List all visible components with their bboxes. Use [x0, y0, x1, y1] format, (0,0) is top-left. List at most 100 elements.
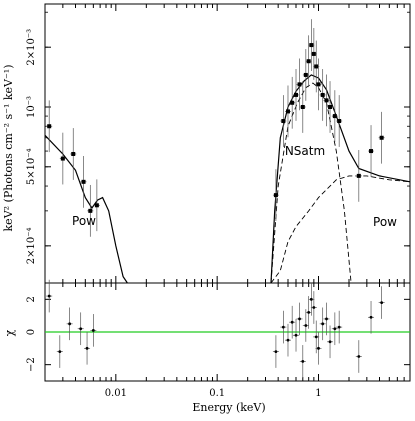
residual-marker — [47, 294, 51, 298]
data-marker — [303, 72, 308, 77]
spectrum-data-point — [336, 95, 343, 147]
residual-point — [284, 323, 291, 357]
data-marker — [356, 173, 361, 178]
annotation-pow-right: Pow — [373, 215, 397, 229]
annotation-pow-left: Pow — [72, 214, 96, 228]
residual-point — [90, 314, 97, 347]
residual-point — [327, 325, 334, 359]
data-marker — [332, 114, 337, 119]
residual-point — [84, 332, 91, 365]
residual-y-tick-label: −2 — [26, 357, 37, 372]
residual-marker — [294, 333, 298, 337]
spectrum-panel: 2×10⁻⁴ 5×10⁻⁴ 10⁻³ 2×10⁻³ Pow NSatm Pow keV… — [2, 3, 411, 284]
residual-marker — [357, 355, 361, 358]
residual-point — [272, 335, 279, 368]
residual-point — [46, 279, 53, 313]
residual-point — [66, 307, 73, 341]
residual-point — [315, 332, 322, 365]
spectrum-data-point — [296, 58, 303, 111]
spectrum-data-point — [310, 28, 317, 80]
residual-y-tick-label: 0 — [26, 329, 37, 335]
residual-point — [310, 291, 317, 324]
residual-marker — [274, 350, 278, 353]
residual-point — [293, 318, 300, 352]
spectrum-data-points — [46, 19, 385, 237]
residual-data-points — [46, 279, 385, 378]
residual-marker — [68, 322, 72, 326]
residual-marker — [286, 338, 290, 342]
spectrum-y-tick-label: 2×10⁻³ — [26, 29, 37, 66]
x-tick-label: 1 — [315, 388, 321, 399]
spectrum-data-point — [272, 169, 279, 222]
spectrum-data-point — [305, 35, 312, 88]
data-marker — [314, 64, 319, 69]
spectrum-data-point — [308, 19, 315, 71]
spectrum-y-tick-label: 5×10⁻⁴ — [26, 148, 37, 185]
residual-y-tick-label: 2 — [26, 296, 37, 302]
spectrum-data-point — [80, 155, 87, 208]
residual-point — [336, 310, 343, 344]
residual-panel: 0.01 0.1 1 −2 0 2 χ Energy (keV) — [3, 279, 411, 414]
spectrum-data-point — [315, 58, 322, 111]
spectrum-y-tick-label: 10⁻³ — [26, 96, 37, 118]
data-marker — [324, 98, 329, 103]
spectrum-plot-frame — [44, 3, 411, 284]
residual-point — [280, 310, 287, 344]
spectrum-data-point — [331, 90, 338, 142]
residual-marker — [304, 324, 308, 327]
residual-marker — [281, 325, 285, 329]
data-marker — [379, 135, 384, 140]
residual-marker — [307, 311, 311, 314]
x-tick-label: 0.01 — [105, 388, 127, 399]
residual-marker — [58, 350, 62, 353]
data-marker — [281, 119, 286, 124]
annotation-nsatm: NSatm — [285, 144, 325, 158]
spectrum-data-point — [93, 179, 100, 232]
residual-point — [305, 296, 312, 329]
spectrum-data-point — [319, 69, 326, 121]
residual-marker — [325, 317, 328, 321]
data-marker — [297, 82, 302, 87]
data-marker — [273, 193, 278, 198]
residual-marker — [79, 327, 83, 331]
residual-marker — [328, 340, 332, 344]
residual-marker — [337, 325, 341, 329]
data-marker — [294, 92, 299, 97]
data-marker — [88, 208, 93, 213]
spectrum-data-point — [87, 184, 94, 237]
spectrum-data-point — [323, 74, 330, 127]
spectrum-data-point — [299, 81, 306, 133]
data-marker — [311, 51, 316, 56]
residual-point — [289, 305, 296, 339]
spectrum-data-point — [280, 95, 287, 147]
residual-point — [302, 309, 309, 342]
residual-point — [355, 340, 362, 373]
spectrum-data-point — [284, 85, 291, 138]
spectrum-y-tick-label: 2×10⁻⁴ — [26, 227, 37, 264]
model-curves — [44, 74, 411, 284]
data-marker — [81, 179, 86, 184]
data-marker — [60, 156, 65, 161]
spectrum-data-point — [46, 100, 53, 153]
model-component-curve — [270, 82, 352, 284]
model-component-curve — [270, 175, 411, 284]
residual-marker — [314, 335, 318, 339]
residual-marker — [85, 346, 89, 350]
residual-marker — [369, 315, 373, 319]
spectrum-data-point — [327, 81, 334, 133]
residual-marker — [298, 317, 301, 321]
residual-point — [323, 302, 330, 336]
residual-marker — [317, 346, 320, 350]
residual-y-axis-label: χ — [3, 329, 16, 336]
data-marker — [316, 82, 321, 87]
residual-ticks: 0.01 0.1 1 −2 0 2 — [26, 283, 411, 399]
data-marker — [328, 104, 333, 109]
residual-marker — [290, 320, 294, 324]
data-marker — [94, 203, 99, 208]
spectrum-data-point — [293, 69, 300, 121]
residual-point — [296, 302, 303, 336]
data-marker — [300, 104, 305, 109]
residual-marker — [301, 360, 305, 363]
model-total-curve — [44, 134, 128, 284]
